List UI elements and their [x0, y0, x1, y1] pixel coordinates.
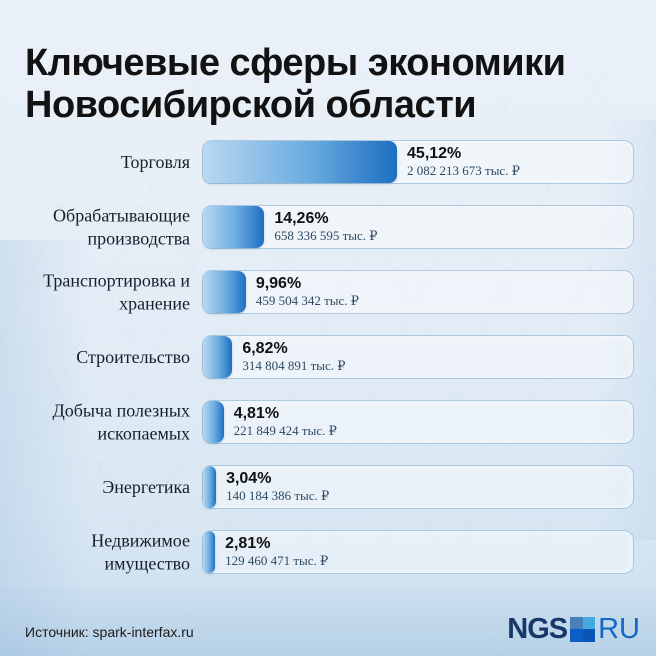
chart-row-energetika: Энергетика 3,04% 140 184 386 тыс. ₽	[0, 465, 656, 509]
bar-chart: Торговля 45,12% 2 082 213 673 тыс. ₽ Обр…	[0, 140, 656, 595]
percent-value: 3,04%	[226, 470, 272, 488]
amount-value: 221 849 424 тыс. ₽	[233, 423, 337, 439]
page-title-line2: Новосибирской области	[25, 84, 477, 127]
percent-value: 14,26%	[274, 210, 329, 228]
bar-track: 6,82% 314 804 891 тыс. ₽	[202, 335, 634, 379]
bar-track: 14,26% 658 336 595 тыс. ₽	[202, 205, 634, 249]
bar-fill	[203, 466, 217, 508]
amount-value: 140 184 386 тыс. ₽	[226, 488, 330, 504]
percent-value: 4,81%	[233, 405, 280, 423]
value-group: 4,81% 221 849 424 тыс. ₽	[234, 405, 337, 439]
page-title: Ключевые сферы экономики Новосибирской о…	[25, 43, 645, 127]
value-group: 2,81% 129 460 471 тыс. ₽	[225, 535, 328, 569]
bar-fill	[203, 531, 216, 573]
source-credit: Источник: spark-interfax.ru	[25, 624, 194, 640]
value-group: 3,04% 140 184 386 тыс. ₽	[226, 470, 329, 504]
bar-track: 3,04% 140 184 386 тыс. ₽	[202, 465, 634, 509]
chart-row-dobycha: Добыча полезных ископаемых 4,81% 221 849…	[0, 400, 656, 444]
bar-fill	[203, 206, 265, 248]
bar-fill	[203, 401, 224, 443]
logo-square-quadrant-tr	[582, 616, 596, 629]
amount-value: 459 504 342 тыс. ₽	[255, 293, 360, 309]
logo-square-quadrant-br	[582, 629, 596, 642]
amount-value: 2 082 213 673 тыс. ₽	[407, 163, 520, 179]
chart-row-nedvizhimoe: Недвижимое имущество 2,81% 129 460 471 т…	[0, 530, 656, 574]
chart-row-torgovlya: Торговля 45,12% 2 082 213 673 тыс. ₽	[0, 140, 656, 184]
bar-track: 4,81% 221 849 424 тыс. ₽	[202, 400, 634, 444]
chart-row-transportirovka: Транспортировка и хранение 9,96% 459 504…	[0, 270, 656, 314]
ngs-logo-text: NGS	[507, 612, 568, 645]
ru-logo-text: RU	[598, 612, 640, 645]
value-group: 14,26% 658 336 595 тыс. ₽	[274, 210, 377, 244]
percent-value: 6,82%	[242, 340, 288, 358]
amount-value: 129 460 471 тыс. ₽	[225, 553, 329, 569]
chart-row-obrabatyvayushchie: Обрабатывающие производства 14,26% 658 3…	[0, 205, 656, 249]
logo-square-quadrant-tl	[570, 616, 583, 629]
amount-value: 658 336 595 тыс. ₽	[274, 228, 378, 244]
page-title-line1: Ключевые сферы экономики	[25, 42, 566, 85]
bar-track: 2,81% 129 460 471 тыс. ₽	[202, 530, 634, 574]
category-label: Строительство	[76, 346, 190, 367]
chart-row-stroitelstvo: Строительство 6,82% 314 804 891 тыс. ₽	[0, 335, 656, 379]
bar-track: 9,96% 459 504 342 тыс. ₽	[202, 270, 634, 314]
category-label: Недвижимое имущество	[91, 530, 190, 574]
bar-fill	[203, 271, 246, 313]
ngs-logo-square-icon	[570, 616, 596, 642]
category-label: Добыча полезных ископаемых	[52, 400, 191, 444]
category-label: Энергетика	[102, 476, 190, 497]
percent-value: 45,12%	[407, 145, 462, 163]
bar-track: 45,12% 2 082 213 673 тыс. ₽	[202, 140, 634, 184]
value-group: 45,12% 2 082 213 673 тыс. ₽	[407, 145, 520, 179]
value-group: 9,96% 459 504 342 тыс. ₽	[256, 275, 359, 309]
bar-fill	[203, 141, 398, 183]
ngs-ru-logo: NGS RU	[507, 614, 640, 644]
category-label: Транспортировка и хранение	[43, 270, 190, 314]
percent-value: 2,81%	[225, 535, 271, 553]
amount-value: 314 804 891 тыс. ₽	[242, 358, 346, 374]
percent-value: 9,96%	[255, 275, 302, 293]
value-group: 6,82% 314 804 891 тыс. ₽	[242, 340, 345, 374]
category-label: Торговля	[120, 151, 190, 172]
logo-square-quadrant-bl	[570, 629, 583, 642]
bar-fill	[203, 336, 233, 378]
category-label: Обрабатывающие производства	[53, 205, 190, 249]
